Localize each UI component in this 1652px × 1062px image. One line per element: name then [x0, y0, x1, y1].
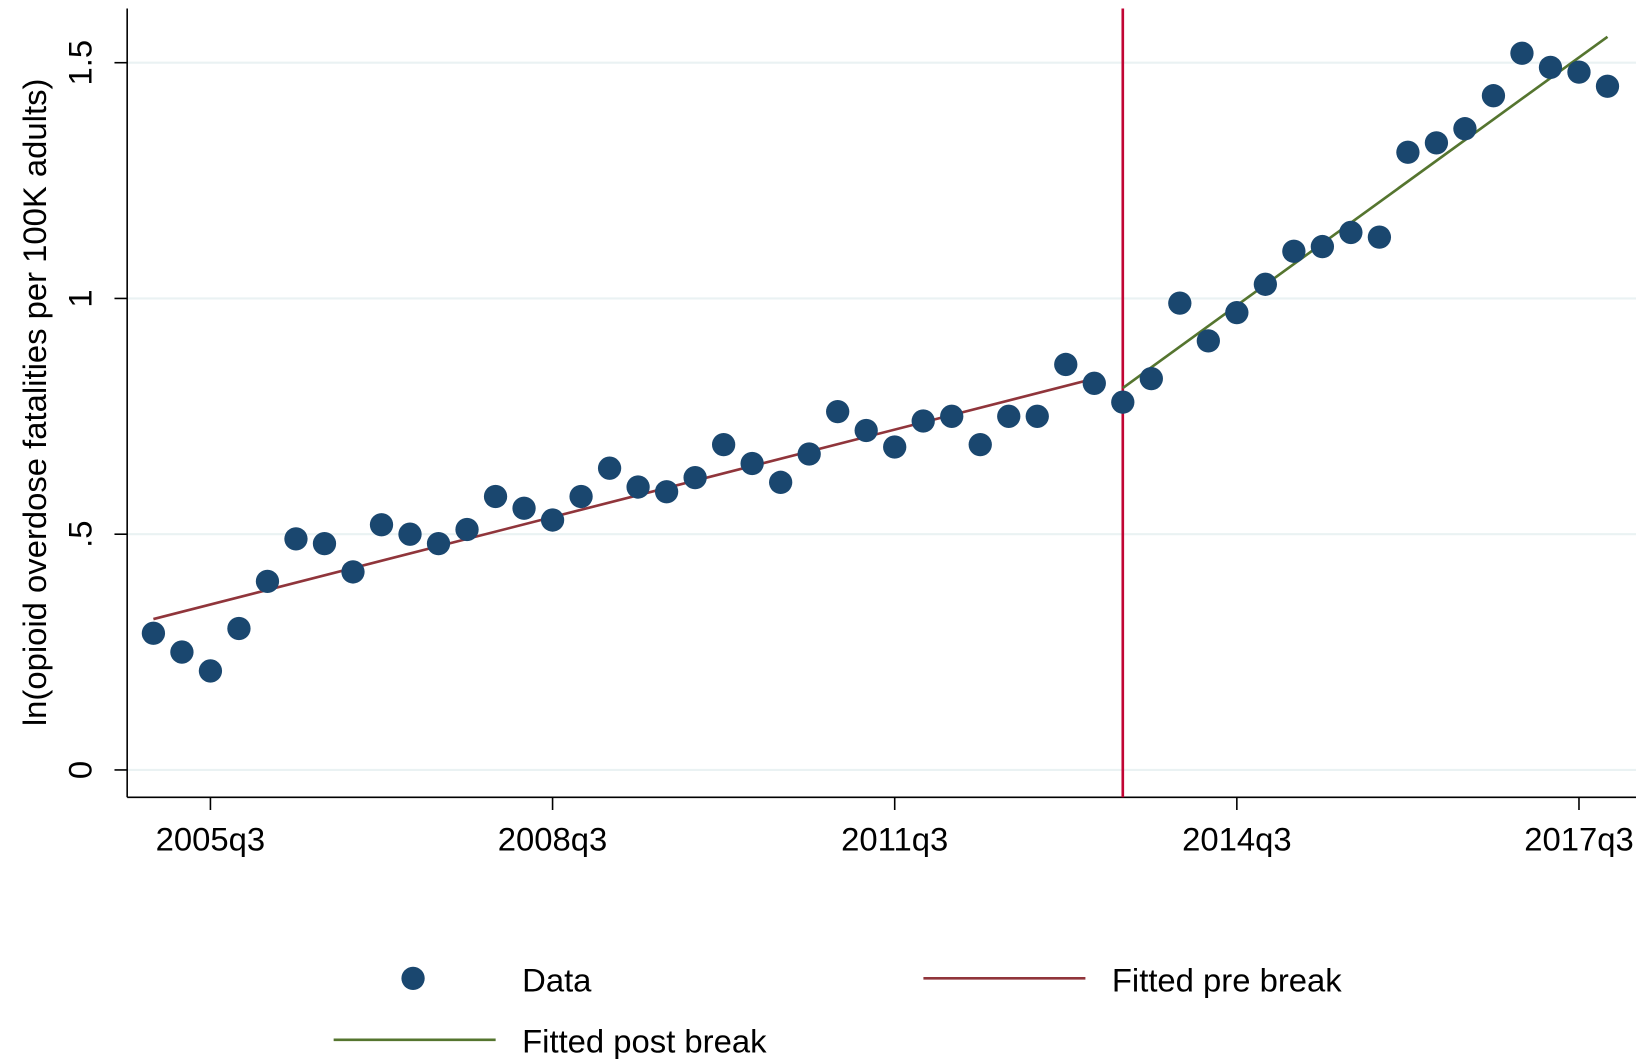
data-point	[854, 418, 878, 443]
data-point	[1282, 239, 1306, 263]
data-point	[1510, 41, 1534, 65]
legend-label: Fitted pre break	[1112, 961, 1342, 998]
legend-label: Data	[522, 961, 592, 998]
data-point	[1453, 117, 1477, 141]
legend-marker	[401, 966, 425, 990]
data-point	[1196, 329, 1220, 353]
data-point	[1367, 225, 1392, 249]
data-point	[1396, 140, 1420, 164]
data-point	[1168, 291, 1192, 315]
data-point	[483, 484, 508, 509]
data-point	[997, 404, 1021, 428]
data-point	[1139, 366, 1163, 391]
data-point	[769, 470, 793, 494]
data-point	[512, 496, 536, 520]
legend-label: Fitted post break	[522, 1023, 767, 1060]
data-point	[1481, 84, 1506, 108]
data-point	[569, 484, 593, 509]
x-tick-label: 2005q3	[156, 820, 266, 857]
y-axis-label: ln(opioid overdose fatalities per 100K a…	[16, 79, 53, 727]
data-point	[455, 517, 479, 542]
data-point	[1111, 390, 1135, 414]
data-point	[227, 616, 251, 641]
data-point	[597, 456, 622, 480]
data-point	[198, 659, 223, 683]
data-point	[1567, 60, 1591, 84]
x-tick-label: 2011q3	[841, 820, 948, 857]
data-point	[1538, 55, 1563, 80]
y-tick-label: 1	[61, 289, 98, 307]
data-point	[1424, 131, 1449, 155]
data-point	[683, 465, 707, 490]
data-point	[968, 432, 992, 457]
data-point	[740, 451, 764, 476]
data-point	[284, 527, 308, 551]
data-point	[883, 435, 907, 459]
x-tick-label: 2017q3	[1524, 820, 1634, 857]
data-point	[940, 404, 964, 428]
data-point	[1082, 371, 1106, 395]
data-point	[1339, 220, 1363, 245]
data-point	[1253, 272, 1277, 296]
data-point	[341, 560, 365, 584]
data-point	[540, 508, 565, 532]
data-point	[369, 513, 394, 537]
data-point	[626, 475, 650, 499]
data-point	[312, 531, 337, 556]
data-point	[911, 409, 935, 433]
data-point	[1310, 234, 1335, 259]
data-point	[654, 480, 679, 504]
data-point	[255, 569, 280, 593]
data-point	[1025, 404, 1049, 428]
x-tick-label: 2008q3	[498, 820, 608, 857]
y-tick-label: 0	[61, 761, 98, 779]
data-point	[170, 640, 194, 664]
data-point	[1595, 74, 1620, 98]
data-point	[1225, 300, 1249, 325]
data-point	[1054, 352, 1078, 377]
fit-line	[1122, 35, 1609, 390]
data-point	[398, 522, 422, 546]
y-tick-label: .5	[61, 521, 98, 548]
y-tick-label: 1.5	[61, 40, 98, 86]
data-point	[426, 531, 451, 556]
data-point	[711, 432, 736, 457]
fit-line	[153, 377, 1095, 621]
x-tick-label: 2014q3	[1182, 820, 1291, 857]
data-point	[797, 442, 821, 466]
data-point	[141, 621, 166, 645]
data-point	[826, 399, 850, 424]
